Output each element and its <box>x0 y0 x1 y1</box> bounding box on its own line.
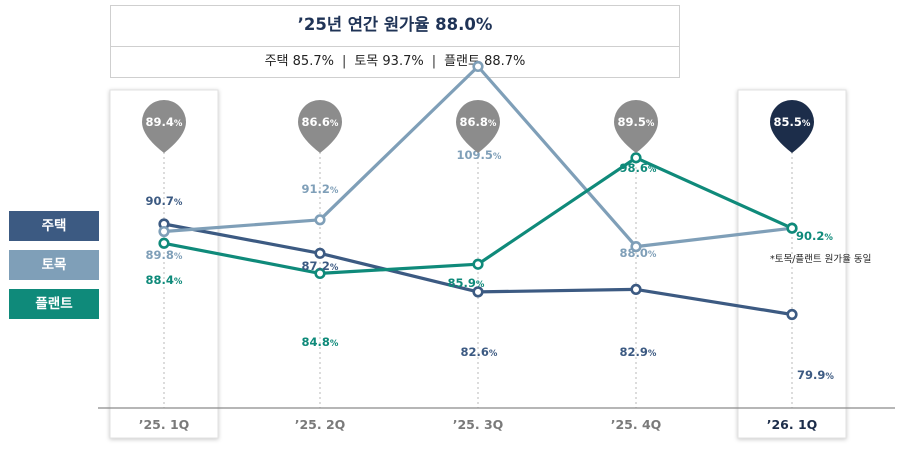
data-point-civil <box>472 60 484 73</box>
total-badge-label: 86.6% <box>302 115 339 129</box>
data-label-housing: 90.7% <box>146 194 183 208</box>
data-point-civil <box>314 214 326 226</box>
total-badge-label: 85.5% <box>774 115 811 129</box>
total-badge-pin <box>142 100 186 153</box>
data-label-plant: 88.4% <box>146 273 183 287</box>
legend-plant: 플랜트 <box>9 289 99 319</box>
data-label-housing: 87.2% <box>302 259 339 273</box>
legend-civil: 토목 <box>9 250 99 280</box>
x-tick-label: ’26. 1Q <box>767 417 818 432</box>
data-label-civil: 89.8% <box>146 248 183 262</box>
total-badge-label: 89.5% <box>618 115 655 129</box>
x-tick-label: ’25. 2Q <box>295 417 346 432</box>
data-point-housing <box>786 308 798 321</box>
data-label-civil: 88.0% <box>620 246 657 260</box>
data-label-plant: 84.8% <box>302 335 339 349</box>
data-label-housing: 79.9% <box>797 368 834 382</box>
data-label-housing: 82.9% <box>620 345 657 359</box>
data-label-civil: 91.2% <box>302 182 339 196</box>
total-badge-pin <box>298 100 342 153</box>
total-badge: 89.4% <box>142 100 186 153</box>
summary-separator: | <box>341 54 347 69</box>
data-point-housing <box>472 286 484 298</box>
data-point-civil <box>158 225 170 238</box>
total-badge: 89.5% <box>614 100 658 153</box>
total-badge-pin <box>456 100 500 153</box>
summary-housing: 주택 85.7% <box>264 54 334 69</box>
summary-title: ’25년 연간 원가율 88.0% <box>111 6 679 47</box>
data-point-housing <box>314 247 326 259</box>
x-tick-label: ’25. 1Q <box>139 417 190 432</box>
data-point-plant <box>786 222 798 234</box>
summary-box: ’25년 연간 원가율 88.0% 주택 85.7% | 토목 93.7% | 플랜트 … <box>110 5 680 78</box>
data-label-housing: 82.6% <box>461 345 498 359</box>
series-line-plant <box>163 156 793 275</box>
data-point-plant <box>472 258 484 270</box>
data-point-plant <box>630 152 642 164</box>
total-badge-pin <box>770 100 814 153</box>
data-point-housing <box>630 283 642 295</box>
data-point-plant <box>314 267 326 280</box>
total-badge-label: 89.4% <box>146 115 183 129</box>
summary-plant: 플랜트 88.7% <box>444 54 526 69</box>
total-badge-pin <box>614 100 658 153</box>
data-label-plant: 90.2% <box>796 229 833 243</box>
data-label-plant: 85.9% <box>448 276 485 290</box>
summary-breakdown: 주택 85.7% | 토목 93.7% | 플랜트 88.7% <box>111 47 679 79</box>
chart-note: *토목/플랜트 원가율 동일 <box>770 254 871 265</box>
total-badge-label: 86.8% <box>460 115 497 129</box>
total-badge: 86.8% <box>456 100 500 153</box>
data-label-plant: 98.6% <box>620 161 657 175</box>
x-tick-label: ’25. 4Q <box>611 417 662 432</box>
data-label-civil: 109.5% <box>457 148 502 162</box>
x-tick-label: ’25. 3Q <box>453 417 504 432</box>
summary-civil: 토목 93.7% <box>354 54 424 69</box>
legend-housing: 주택 <box>9 211 99 241</box>
total-badge: 86.6% <box>298 100 342 153</box>
total-badge: 85.5% <box>770 100 814 153</box>
data-point-civil <box>630 241 642 253</box>
summary-separator: | <box>431 54 437 69</box>
data-point-plant <box>158 237 170 249</box>
